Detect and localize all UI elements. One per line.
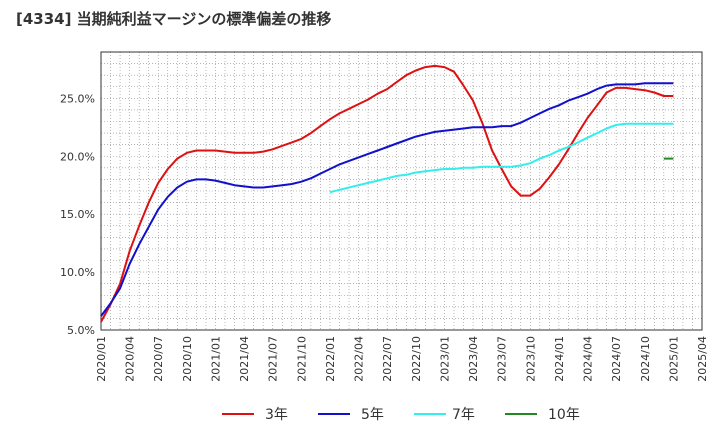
x-tick-label: 2020/10 <box>181 336 194 382</box>
plot-frame <box>100 51 703 331</box>
x-axis: 2020/01 2020/04 2020/07 2020/10 2021/01 2021/… <box>95 336 709 382</box>
x-tick-label: 2022/01 <box>324 336 337 382</box>
y-tick-label: 5.0% <box>67 324 95 337</box>
x-tick-label: 2023/07 <box>496 336 509 382</box>
x-tick-label: 2023/01 <box>438 336 451 382</box>
y-tick-label: 25.0% <box>60 92 95 105</box>
x-tick-label: 2021/01 <box>209 336 222 382</box>
y-tick-label: 15.0% <box>60 208 95 221</box>
x-tick-label: 2020/04 <box>124 336 137 382</box>
x-tick-label: 2023/04 <box>467 336 480 382</box>
series-line-7年 <box>329 122 674 194</box>
y-tick-label: 10.0% <box>60 266 95 279</box>
legend: 3年 5年 7年 10年 <box>222 407 580 423</box>
series-lines <box>100 64 674 323</box>
x-tick-label: 2020/07 <box>152 336 165 382</box>
x-tick-label: 2021/04 <box>238 336 251 382</box>
x-tick-label: 2021/07 <box>267 336 280 382</box>
x-tick-label: 2025/01 <box>667 336 680 382</box>
grid <box>101 51 702 331</box>
x-tick-label: 2022/10 <box>410 336 423 382</box>
x-tick-label: 2020/01 <box>95 336 108 382</box>
legend-label: 10年 <box>548 407 580 423</box>
series-line-3年 <box>100 64 674 323</box>
x-tick-label: 2024/04 <box>582 336 595 382</box>
x-tick-label: 2022/07 <box>381 336 394 382</box>
y-axis: 5.0% 10.0% 15.0% 20.0% 25.0% <box>60 92 95 337</box>
x-tick-label: 2022/04 <box>353 336 366 382</box>
x-tick-label: 2024/07 <box>610 336 623 382</box>
legend-label: 5年 <box>361 407 384 423</box>
legend-label: 3年 <box>265 407 288 423</box>
x-tick-label: 2024/10 <box>639 336 652 382</box>
x-tick-label: 2025/04 <box>696 336 709 382</box>
legend-label: 7年 <box>452 407 475 423</box>
x-tick-label: 2023/10 <box>524 336 537 382</box>
y-tick-label: 20.0% <box>60 150 95 163</box>
series-line-5年 <box>100 82 674 317</box>
chart-title: [4334] 当期純利益マージンの標準偏差の推移 <box>16 10 332 28</box>
x-tick-label: 2024/01 <box>553 336 566 382</box>
x-tick-label: 2021/10 <box>295 336 308 382</box>
